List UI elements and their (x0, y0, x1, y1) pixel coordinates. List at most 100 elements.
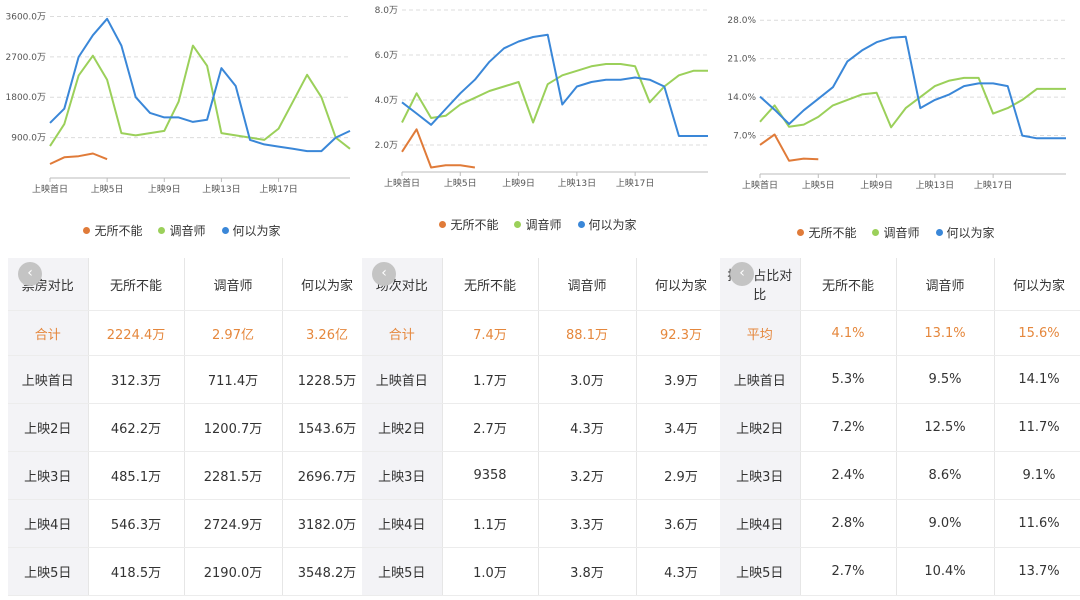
table-cell: 13.7% (994, 547, 1080, 596)
table-cell: 3182.0万 (282, 499, 373, 548)
table-cell: 3548.2万 (282, 547, 373, 596)
table-row: 上映5日 418.5万 2190.0万 3548.2万 (8, 547, 373, 596)
y-tick-label: 8.0万 (375, 6, 398, 16)
legend-label: 何以为家 (946, 226, 995, 240)
table-cell: 1.0万 (442, 547, 539, 596)
x-tick-label: 上映5日 (91, 183, 124, 195)
table-row-label: 上映4日 (362, 499, 443, 548)
table-cell: 7.4万 (442, 310, 539, 356)
legend-label: 调音师 (525, 218, 562, 232)
x-tick-label: 上映5日 (444, 177, 477, 189)
series-line-1 (759, 76, 1066, 129)
table-cell: 1543.6万 (282, 403, 373, 452)
legend-item[interactable]: 调音师 (514, 216, 562, 233)
table-row: 上映首日 1.7万 3.0万 3.9万 (362, 355, 727, 404)
table-cell: 4.3万 (538, 403, 637, 452)
legend-dot-icon (935, 229, 943, 236)
table-column-header: 调音师 (896, 258, 995, 311)
table-cell: 462.2万 (88, 403, 185, 452)
table-total-row: 合计 2224.4万 2.97亿 3.26亿 (8, 310, 373, 356)
legend-item[interactable]: 无所不能 (83, 222, 142, 239)
table-row: 上映4日 1.1万 3.3万 3.6万 (362, 499, 727, 548)
table-cell: 2.8% (800, 499, 897, 548)
table-cell: 711.4万 (184, 355, 283, 404)
table-cell: 14.1% (994, 355, 1080, 404)
table-cell: 88.1万 (538, 310, 637, 356)
table-cell: 485.1万 (88, 451, 185, 500)
chevron-left-icon[interactable]: ‹ (18, 262, 42, 286)
series-line-0 (401, 128, 476, 169)
table-total-row: 合计 7.4万 88.1万 92.3万 (362, 310, 727, 356)
table-total-row: 平均 4.1% 13.1% 15.6% (720, 310, 1080, 356)
table-row-label: 上映3日 (362, 451, 443, 500)
table-column-header: 何以为家 (282, 258, 373, 311)
table-cell: 418.5万 (88, 547, 185, 596)
legend-item[interactable]: 何以为家 (577, 216, 637, 233)
x-tick-label: 上映9日 (502, 177, 535, 189)
table-cell: 312.3万 (88, 355, 185, 404)
table-cell: 4.1% (800, 310, 897, 356)
table-column-header: 无所不能 (800, 258, 897, 311)
x-tick-label: 上映17日 (616, 177, 654, 189)
table-cell: 12.5% (896, 403, 995, 452)
table-row: 上映3日 2.4% 8.6% 9.1% (720, 451, 1080, 500)
table-cell: 3.3万 (538, 499, 637, 548)
legend-item[interactable]: 无所不能 (797, 224, 856, 241)
series-line-2 (759, 35, 1066, 140)
legend-item[interactable]: 调音师 (872, 224, 920, 241)
table-cell: 7.2% (800, 403, 897, 452)
x-tick-label: 上映5日 (802, 179, 835, 191)
table-cell: 2281.5万 (184, 451, 283, 500)
table-cell: 15.6% (994, 310, 1080, 356)
legend-item[interactable]: 何以为家 (221, 222, 281, 239)
x-tick-label: 上映首日 (742, 179, 778, 191)
table-column-header: 无所不能 (88, 258, 185, 311)
x-tick-label: 上映17日 (974, 179, 1012, 191)
chevron-left-icon[interactable]: ‹ (730, 262, 754, 286)
table-cell: 3.9万 (636, 355, 727, 404)
legend-dot-icon (83, 227, 91, 234)
x-tick-label: 上映17日 (259, 183, 297, 195)
y-tick-label: 21.0% (727, 55, 756, 65)
table-row-label: 上映2日 (720, 403, 801, 452)
legend-item[interactable]: 调音师 (158, 222, 206, 239)
table-row-label: 上映5日 (8, 547, 89, 596)
legend-label: 调音师 (169, 224, 206, 238)
table-cell: 11.6% (994, 499, 1080, 548)
table-row-label: 上映3日 (720, 451, 801, 500)
table-cell: 11.7% (994, 403, 1080, 452)
table-row-label: 上映2日 (362, 403, 443, 452)
comparison-table: 票房对比 无所不能 调音师 何以为家 合计 2224.4万 2.97亿 3.26亿 上映首日 31… (8, 258, 373, 596)
legend-dot-icon (797, 229, 805, 236)
table-row-label: 平均 (720, 310, 801, 356)
table-row-label: 上映5日 (362, 547, 443, 596)
table-cell: 1228.5万 (282, 355, 373, 404)
table-cell: 9.5% (896, 355, 995, 404)
table-row: 上映2日 462.2万 1200.7万 1543.6万 (8, 403, 373, 452)
table-column-header: 何以为家 (636, 258, 727, 311)
legend-item[interactable]: 何以为家 (935, 224, 995, 241)
y-tick-label: 7.0% (733, 132, 756, 142)
table-row-label: 上映5日 (720, 547, 801, 596)
table-row-label: 上映首日 (362, 355, 443, 404)
table-cell: 2.97亿 (184, 310, 283, 356)
panel-screenings: 2.0万 4.0万 6.0万 8.0万 上映首日 上映5日 上映9日 上映13日 上映17日 无所… (362, 0, 727, 600)
chevron-left-icon[interactable]: ‹ (372, 262, 396, 286)
table-cell: 1.7万 (442, 355, 539, 404)
table-row-label: 上映3日 (8, 451, 89, 500)
table-cell: 2.7万 (442, 403, 539, 452)
comparison-table: 场次对比 无所不能 调音师 何以为家 合计 7.4万 88.1万 92.3万 上映首日 1.7万 3… (362, 258, 727, 596)
table-column-header: 调音师 (184, 258, 283, 311)
x-tick-label: 上映9日 (860, 179, 893, 191)
legend-item[interactable]: 无所不能 (439, 216, 498, 233)
table-cell: 9358 (442, 451, 539, 500)
table-cell: 92.3万 (636, 310, 727, 356)
y-tick-label: 900.0万 (11, 134, 46, 144)
table-row-label: 合计 (8, 310, 89, 356)
legend-dot-icon (439, 221, 447, 228)
legend-label: 调音师 (883, 226, 920, 240)
table-cell: 10.4% (896, 547, 995, 596)
table-row-label: 上映4日 (720, 499, 801, 548)
y-tick-label: 3600.0万 (6, 12, 47, 22)
